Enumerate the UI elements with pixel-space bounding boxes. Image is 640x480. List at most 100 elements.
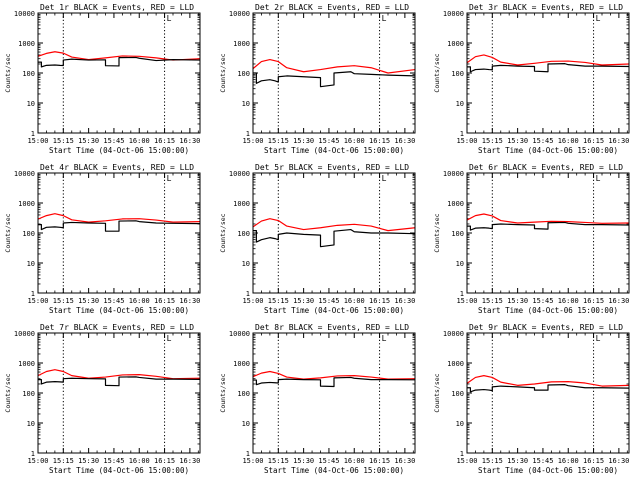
x-tick-label: 16:30: [394, 137, 415, 145]
y-tick-label: 1000: [233, 200, 250, 208]
y-tick-label: 1000: [447, 360, 464, 368]
corner-marker: L: [596, 14, 601, 23]
panel-1: Det 1r BLACK = Events, RED = LLD Counts/s…: [4, 3, 201, 155]
series-events-line: [38, 376, 201, 387]
plot-frame: [466, 12, 630, 134]
x-tick-label: 15:45: [532, 457, 553, 465]
x-tick-label: 16:15: [154, 297, 175, 305]
x-tick-label: 15:15: [482, 137, 503, 145]
x-tick-label: 15:00: [242, 137, 263, 145]
corner-marker: L: [382, 14, 387, 23]
x-tick-label: 16:30: [394, 457, 415, 465]
y-tick-label: 1: [31, 450, 35, 458]
y-tick-label: 1000: [233, 360, 250, 368]
y-axis-label: Counts/sec: [219, 213, 227, 252]
x-tick-label: 16:00: [558, 137, 579, 145]
panel-grid: Det 1r BLACK = Events, RED = LLD Counts/s…: [4, 3, 630, 475]
panel-2: Det 2r BLACK = Events, RED = LLD Counts/s…: [219, 3, 416, 155]
series-lld-line: [466, 54, 630, 66]
panel-title: Det 8r BLACK = Events, RED = LLD: [255, 323, 409, 332]
plot-frame: [37, 332, 201, 454]
y-tick-label: 10: [242, 100, 250, 108]
x-tick-label: 16:15: [583, 457, 604, 465]
plot-frame: [37, 12, 201, 134]
y-tick-label: 10: [27, 260, 35, 268]
x-tick-label: 16:30: [608, 137, 629, 145]
panel-title: Det 7r BLACK = Events, RED = LLD: [40, 323, 194, 332]
panel-4: Det 4r BLACK = Events, RED = LLD Counts/s…: [4, 163, 201, 315]
y-tick-label: 10: [456, 100, 464, 108]
panel-title: Det 9r BLACK = Events, RED = LLD: [469, 323, 623, 332]
x-tick-label: 15:00: [27, 297, 48, 305]
x-tick-label: 15:00: [456, 297, 477, 305]
plot-frame: [252, 172, 416, 294]
y-tick-label: 10000: [14, 10, 35, 18]
x-tick-label: 15:15: [268, 297, 289, 305]
x-tick-label: 16:00: [344, 297, 365, 305]
y-axis-label: Counts/sec: [4, 373, 12, 412]
x-tick-label: 15:15: [53, 457, 74, 465]
x-tick-label: 16:00: [558, 297, 579, 305]
series-events-line: [467, 63, 630, 73]
x-tick-label: 16:30: [179, 137, 200, 145]
y-tick-label: 100: [22, 70, 35, 78]
x-tick-label: 15:30: [507, 297, 528, 305]
y-tick-label: 10000: [443, 10, 464, 18]
y-tick-label: 10: [27, 420, 35, 428]
series-lld-line: [252, 370, 416, 380]
x-tick-label: 16:15: [154, 137, 175, 145]
corner-marker: L: [167, 174, 172, 183]
x-tick-label: 16:30: [394, 297, 415, 305]
x-axis-label: Start Time (04-Oct-06 15:00:00): [478, 466, 618, 475]
y-tick-label: 1000: [447, 40, 464, 48]
corner-marker: L: [596, 334, 601, 343]
x-tick-label: 15:00: [456, 137, 477, 145]
y-tick-label: 1: [460, 290, 464, 298]
y-tick-label: 1: [460, 130, 464, 138]
x-tick-label: 16:15: [583, 297, 604, 305]
y-axis-label: Counts/sec: [4, 213, 12, 252]
x-tick-label: 16:00: [129, 137, 150, 145]
x-tick-label: 16:30: [608, 297, 629, 305]
corner-marker: L: [382, 334, 387, 343]
y-tick-label: 100: [22, 390, 35, 398]
panel-title: Det 1r BLACK = Events, RED = LLD: [40, 3, 194, 12]
x-tick-label: 16:15: [154, 457, 175, 465]
x-tick-label: 16:00: [129, 297, 150, 305]
x-tick-label: 15:00: [456, 457, 477, 465]
y-tick-label: 10000: [229, 330, 250, 338]
series-events-line: [38, 56, 201, 68]
y-tick-label: 100: [451, 70, 464, 78]
panel-title: Det 4r BLACK = Events, RED = LLD: [40, 163, 194, 172]
y-tick-label: 100: [22, 230, 35, 238]
series-events-line: [38, 220, 201, 232]
corner-marker: L: [167, 14, 172, 23]
plot-frame: [252, 332, 416, 454]
y-tick-label: 1: [31, 130, 35, 138]
x-tick-label: 16:00: [344, 457, 365, 465]
y-tick-label: 100: [237, 230, 250, 238]
x-axis-label: Start Time (04-Oct-06 15:00:00): [49, 146, 189, 155]
y-tick-label: 1000: [18, 40, 35, 48]
y-tick-label: 10000: [14, 170, 35, 178]
series-lld-line: [466, 213, 630, 224]
y-tick-label: 10000: [443, 330, 464, 338]
x-tick-label: 15:30: [78, 457, 99, 465]
x-tick-label: 16:30: [608, 457, 629, 465]
x-tick-label: 16:30: [179, 297, 200, 305]
x-tick-label: 16:00: [129, 457, 150, 465]
x-tick-label: 15:45: [103, 457, 124, 465]
series-lld-line: [37, 213, 201, 223]
y-tick-label: 10: [456, 260, 464, 268]
y-tick-label: 1: [246, 450, 250, 458]
x-tick-label: 15:30: [78, 297, 99, 305]
y-tick-label: 10000: [14, 330, 35, 338]
x-tick-label: 15:15: [53, 137, 74, 145]
x-tick-label: 15:30: [293, 297, 314, 305]
y-tick-label: 1000: [233, 40, 250, 48]
y-axis-label: Counts/sec: [433, 53, 441, 92]
panel-7: Det 7r BLACK = Events, RED = LLD Counts/s…: [4, 323, 201, 475]
y-tick-label: 1: [31, 290, 35, 298]
x-tick-label: 15:45: [318, 457, 339, 465]
plot-frame: [252, 12, 416, 134]
